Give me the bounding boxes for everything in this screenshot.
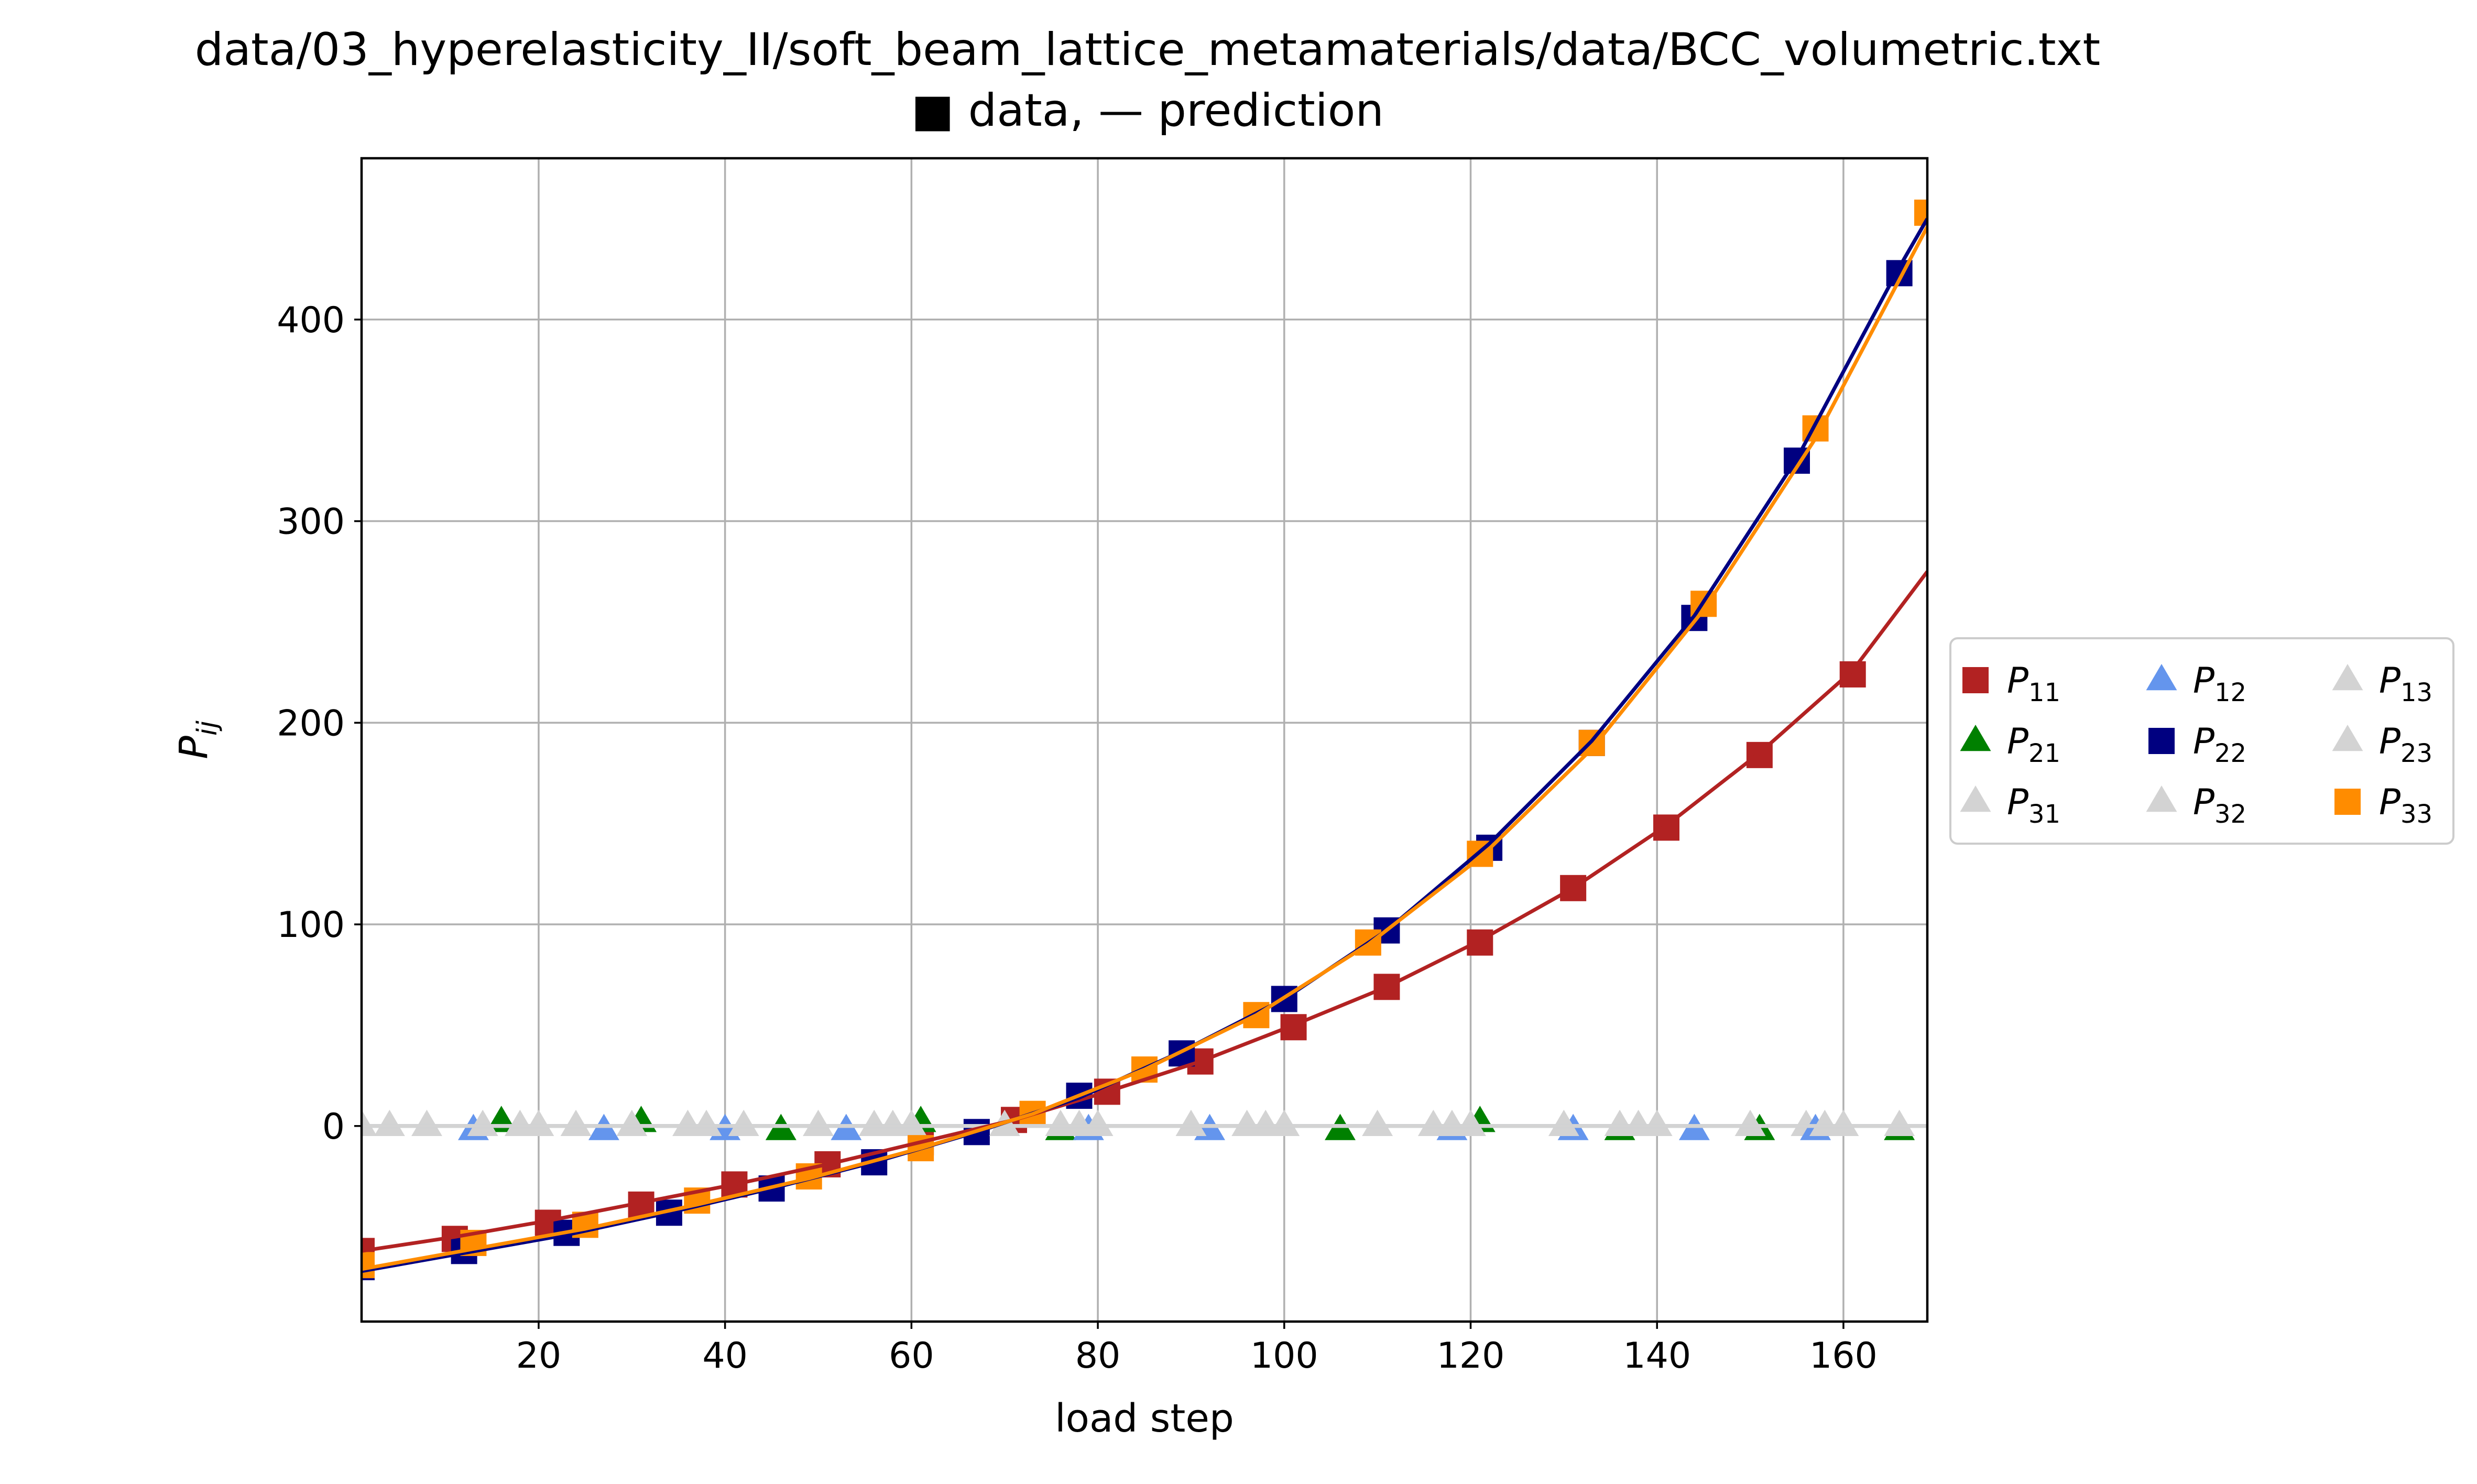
data-point-p23 xyxy=(616,1109,648,1137)
data-point-p23 xyxy=(1884,1109,1915,1137)
legend-label-sub: 11 xyxy=(2028,678,2060,707)
data-point-p13 xyxy=(374,1109,405,1137)
legend-item-p32: P32 xyxy=(2146,782,2246,829)
prediction-line-p33 xyxy=(362,226,1927,1271)
legend-item-p21: P21 xyxy=(1960,721,2060,768)
data-point-p13 xyxy=(1269,1109,1300,1137)
data-point-p32 xyxy=(411,1109,442,1137)
legend-label: P32 xyxy=(2193,782,2246,829)
chart-subtitle: ■ data, — prediction xyxy=(911,84,1384,137)
prediction-line-p11 xyxy=(362,570,1927,1253)
x-tick-label: 20 xyxy=(516,1335,562,1377)
x-axis-ticks: 20 40 60 80 100 120 140 160 xyxy=(516,1322,1878,1377)
legend-label-base: P xyxy=(2193,660,2214,702)
legend-label-sub: 31 xyxy=(2028,800,2060,829)
legend-item-p12: P12 xyxy=(2146,660,2246,707)
legend-marker-p21 xyxy=(1960,725,1991,751)
y-tick-label: 100 xyxy=(277,904,345,946)
legend-label-sub: 23 xyxy=(2400,739,2432,768)
data-point-p23 xyxy=(1734,1109,1766,1137)
legend-item-p22: P22 xyxy=(2148,721,2246,768)
x-tick-label: 40 xyxy=(702,1335,748,1377)
data-point-p33 xyxy=(362,1252,375,1279)
legend-label: P21 xyxy=(2007,721,2060,768)
legend-marker-p12 xyxy=(2146,664,2177,691)
legend-marker-p11 xyxy=(1962,667,1989,693)
legend-label-base: P xyxy=(2379,660,2400,702)
legend-marker-p32 xyxy=(2146,785,2177,812)
y-axis-label-base: P xyxy=(171,736,216,759)
legend-marker-p33 xyxy=(2334,789,2361,815)
y-tick-label: 200 xyxy=(277,703,345,744)
data-point-p13 xyxy=(877,1109,909,1137)
x-tick-label: 60 xyxy=(889,1335,934,1377)
legend-label-base: P xyxy=(2007,660,2028,702)
y-axis-label-sub: ij xyxy=(192,721,223,736)
legend-item-p11: P11 xyxy=(1962,660,2060,707)
data-point-p23 xyxy=(1548,1109,1579,1137)
legend-label-sub: 12 xyxy=(2214,678,2246,707)
chart-title: data/03_hyperelasticity_II/soft_beam_lat… xyxy=(195,24,2101,76)
x-axis-label: load step xyxy=(1055,1396,1234,1441)
legend-label: P33 xyxy=(2379,782,2432,829)
legend-label-base: P xyxy=(2193,721,2214,762)
legend-label-base: P xyxy=(2379,721,2400,762)
legend-label-sub: 22 xyxy=(2214,739,2246,768)
y-axis-ticks: 0 100 200 300 400 xyxy=(277,300,362,1148)
legend-label-sub: 13 xyxy=(2400,678,2432,707)
data-point-p13 xyxy=(1455,1109,1486,1137)
legend-label-base: P xyxy=(2007,721,2028,762)
legend-label-base: P xyxy=(2379,782,2400,823)
x-tick-label: 120 xyxy=(1437,1335,1505,1377)
y-tick-label: 300 xyxy=(277,501,345,543)
prediction-lines xyxy=(362,217,1927,1273)
data-point-p32 xyxy=(560,1109,592,1137)
data-point-p13 xyxy=(1082,1109,1114,1137)
y-axis-label: Pij xyxy=(171,721,223,759)
data-point-p23 xyxy=(467,1109,498,1137)
legend-marker-p13 xyxy=(2332,664,2363,691)
legend-item-p33: P33 xyxy=(2334,782,2432,829)
legend-label: P11 xyxy=(2007,660,2060,707)
y-tick-label: 400 xyxy=(277,300,345,341)
x-tick-label: 140 xyxy=(1623,1335,1691,1377)
y-tick-label: 0 xyxy=(322,1106,345,1148)
legend-label-base: P xyxy=(2193,782,2214,823)
legend-label: P31 xyxy=(2007,782,2060,829)
legend-marker-p22 xyxy=(2148,728,2175,754)
legend-label-sub: 21 xyxy=(2028,739,2060,768)
data-point-p13 xyxy=(691,1109,722,1137)
legend-item-p23: P23 xyxy=(2332,721,2432,768)
data-point-p23 xyxy=(803,1109,834,1137)
data-point-p13 xyxy=(1641,1109,1673,1137)
x-tick-label: 100 xyxy=(1250,1335,1318,1377)
legend-label: P22 xyxy=(2193,721,2246,768)
data-point-p13 xyxy=(523,1109,554,1137)
data-markers xyxy=(362,199,1927,1281)
data-point-p13 xyxy=(1828,1109,1859,1137)
legend-label: P13 xyxy=(2379,660,2432,707)
legend-box xyxy=(1949,637,2454,845)
legend-label-sub: 32 xyxy=(2214,800,2246,829)
data-point-p31 xyxy=(362,1109,377,1137)
data-point-p11 xyxy=(1839,661,1866,688)
x-tick-label: 80 xyxy=(1075,1335,1121,1377)
prediction-line-p22 xyxy=(362,217,1927,1273)
data-point-p32 xyxy=(728,1109,759,1137)
legend-item-p31: P31 xyxy=(1960,782,2060,829)
legend-marker-p23 xyxy=(2332,725,2363,751)
legend-item-p13: P13 xyxy=(2332,660,2432,707)
grid xyxy=(362,158,1927,1322)
plot-frame xyxy=(360,157,1929,1323)
legend-marker-p31 xyxy=(1960,785,1991,812)
legend-label: P12 xyxy=(2193,660,2246,707)
x-tick-label: 160 xyxy=(1809,1335,1878,1377)
legend-label: P23 xyxy=(2379,721,2432,768)
data-point-p23 xyxy=(1362,1109,1393,1137)
legend-label-base: P xyxy=(2007,782,2028,823)
data-point-p23 xyxy=(1175,1109,1207,1137)
legend-label-sub: 33 xyxy=(2400,800,2432,829)
